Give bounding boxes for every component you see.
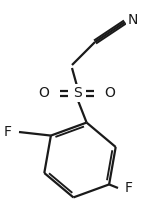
Text: S: S (73, 86, 81, 100)
Text: O: O (105, 86, 116, 100)
Text: F: F (125, 181, 133, 195)
Text: O: O (38, 86, 49, 100)
Text: N: N (128, 13, 138, 27)
Text: F: F (4, 125, 12, 139)
